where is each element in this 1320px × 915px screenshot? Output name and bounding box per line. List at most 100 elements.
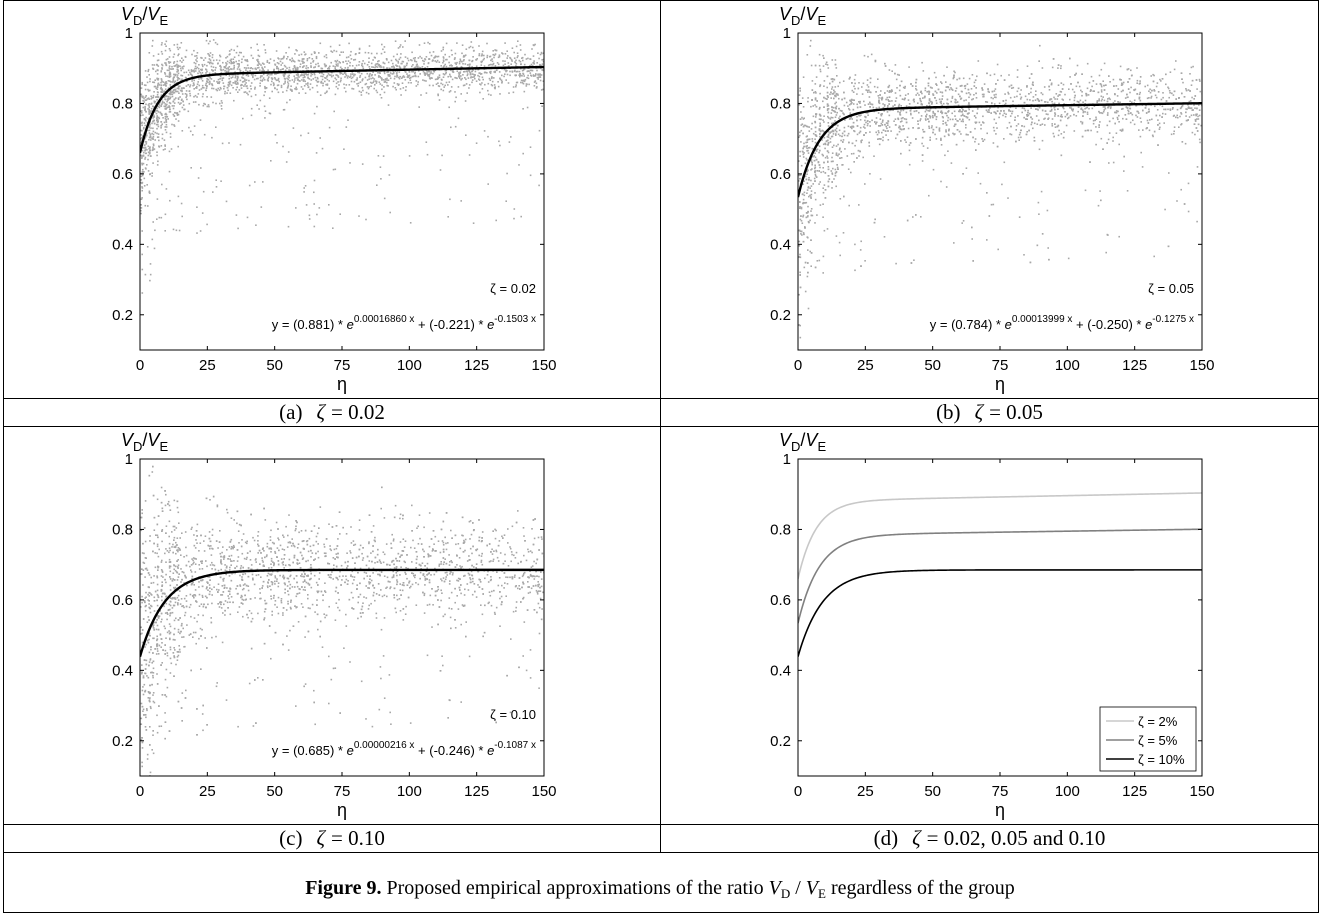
scatter-point: [1199, 90, 1202, 93]
scatter-point: [1009, 106, 1012, 109]
scatter-point: [148, 136, 151, 138]
scatter-point: [212, 191, 214, 193]
scatter-point: [364, 83, 367, 86]
scatter-point: [371, 73, 373, 76]
y-label-div: /: [142, 4, 147, 24]
y-tick-label: 0.8: [112, 95, 133, 112]
scatter-point: [287, 56, 289, 58]
scatter-point: [1019, 98, 1022, 100]
scatter-point: [822, 216, 824, 218]
scatter-point: [1106, 100, 1109, 103]
y-tick-label: 0.4: [112, 236, 133, 253]
scatter-point: [849, 126, 852, 128]
scatter-point: [1130, 69, 1132, 72]
scatter-point: [527, 57, 529, 60]
scatter-point: [805, 201, 808, 204]
scatter-point: [934, 113, 936, 115]
scatter-point: [375, 89, 378, 92]
scatter-point: [830, 78, 833, 80]
scatter-point: [250, 82, 253, 84]
scatter-point: [1115, 110, 1118, 112]
scatter-point: [277, 77, 280, 80]
scatter-point: [379, 166, 382, 168]
scatter-point: [801, 123, 804, 125]
scatter-point: [234, 80, 236, 83]
scatter-point: [236, 45, 239, 48]
y-label-v: V: [121, 4, 135, 24]
scatter-point: [266, 79, 269, 81]
scatter-point: [301, 74, 303, 76]
scatter-point: [896, 73, 899, 76]
scatter-point: [264, 117, 266, 119]
scatter-point: [1009, 115, 1012, 117]
scatter-point: [164, 126, 166, 128]
scatter-point: [195, 55, 198, 57]
scatter-point: [310, 75, 312, 77]
scatter-point: [1032, 81, 1034, 84]
scatter-point: [434, 60, 436, 62]
scatter-point: [839, 134, 841, 137]
scatter-point: [214, 69, 216, 71]
scatter-point: [1049, 110, 1052, 112]
scatter-point: [965, 99, 967, 101]
scatter-point: [1190, 107, 1193, 109]
scatter-point: [208, 105, 210, 108]
scatter-point: [345, 90, 347, 93]
scatter-point: [262, 73, 265, 76]
scatter-point: [424, 58, 427, 61]
scatter-point: [491, 76, 493, 79]
scatter-point: [310, 53, 313, 56]
scatter-point: [260, 206, 263, 208]
scatter-point: [406, 73, 408, 75]
scatter-point: [1016, 76, 1019, 78]
scatter-point: [185, 96, 187, 99]
scatter-point: [474, 70, 477, 73]
scatter-point: [180, 67, 182, 70]
scatter-point: [161, 64, 164, 67]
scatter-point: [192, 134, 194, 136]
scatter-point: [177, 97, 180, 99]
scatter-point: [479, 83, 481, 85]
scatter-point: [268, 112, 271, 114]
scatter-point: [206, 64, 208, 67]
scatter-point: [152, 39, 154, 42]
scatter-point: [465, 48, 468, 50]
scatter-point: [158, 216, 161, 219]
scatter-point: [1163, 108, 1165, 111]
scatter-point: [338, 84, 340, 86]
scatter-point: [156, 64, 159, 66]
scatter-point: [519, 75, 521, 78]
scatter-point: [876, 133, 879, 136]
scatter-point: [248, 79, 250, 82]
scatter-point: [850, 153, 853, 155]
scatter-point: [858, 101, 860, 103]
scatter-point: [898, 105, 900, 107]
scatter-point: [812, 156, 814, 158]
scatter-point: [146, 246, 149, 248]
scatter-point: [901, 120, 903, 122]
scatter-point: [529, 64, 531, 67]
scatter-point: [275, 50, 278, 52]
scatter-point: [1023, 107, 1026, 110]
equation-mid: + (-0.221) *: [414, 317, 487, 332]
scatter-point: [805, 141, 807, 144]
scatter-point: [992, 126, 995, 129]
scatter-point: [542, 60, 544, 63]
scatter-point: [428, 43, 431, 45]
scatter-point: [141, 146, 144, 149]
scatter-point: [396, 83, 399, 85]
scatter-point: [228, 75, 231, 77]
scatter-point: [863, 123, 866, 126]
scatter-point: [504, 42, 506, 44]
scatter-point: [992, 97, 994, 100]
scatter-point: [1095, 118, 1098, 120]
scatter-point: [802, 183, 804, 185]
scatter-point: [166, 100, 168, 103]
scatter-point: [266, 61, 269, 63]
scatter-point: [820, 171, 822, 174]
scatter-point: [1148, 129, 1151, 132]
scatter-point: [430, 71, 432, 73]
scatter-point: [315, 55, 318, 58]
scatter-point: [165, 58, 168, 61]
scatter-point: [835, 114, 838, 116]
